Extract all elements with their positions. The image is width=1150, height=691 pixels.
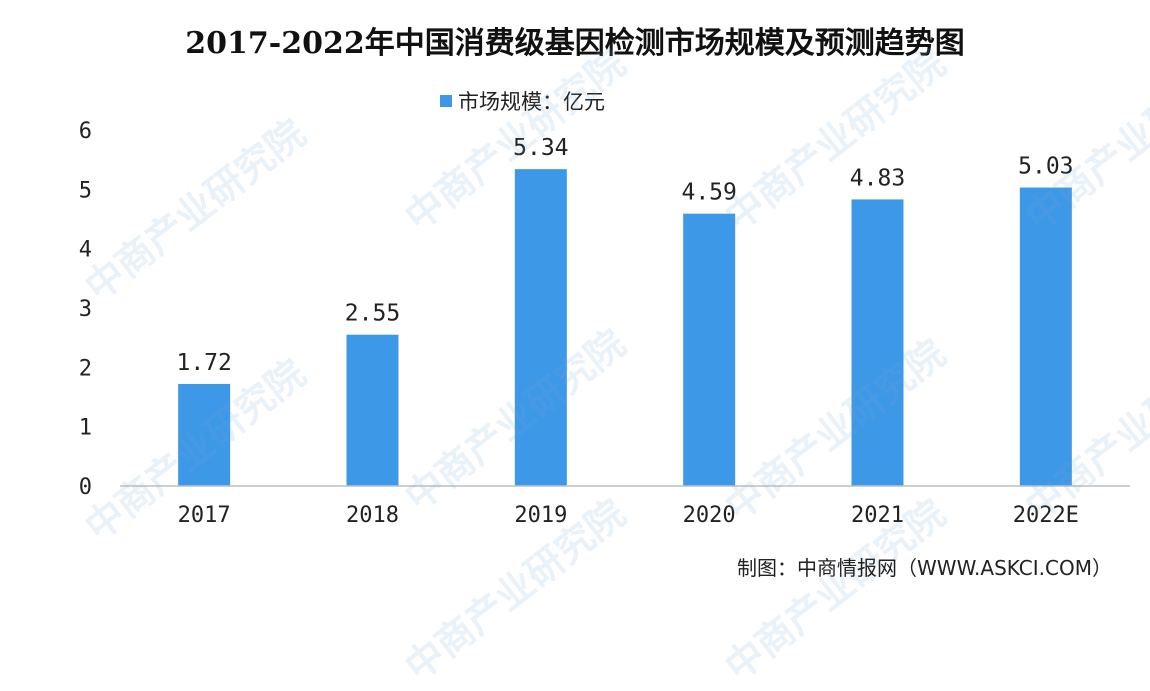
- y-axis: 0 1 2 3 4 5 6: [79, 119, 92, 500]
- bar-2022E: [1019, 187, 1072, 486]
- chart-legend: 市场规模：亿元: [440, 86, 605, 116]
- value-label: 4.83: [850, 165, 905, 191]
- bar-2017: [178, 383, 231, 486]
- value-label: 4.59: [681, 180, 736, 206]
- value-label: 5.03: [1018, 154, 1073, 180]
- y-tick-label: 5: [79, 178, 92, 203]
- x-tick-label: 2020: [683, 503, 736, 528]
- bar-2021: [851, 199, 904, 487]
- chart-title: 2017-2022年中国消费级基因检测市场规模及预测趋势图: [185, 26, 965, 61]
- chart-canvas: 2017-2022年中国消费级基因检测市场规模及预测趋势图 市场规模：亿元 0 1…: [77, 26, 1150, 689]
- x-tick-label: 2019: [514, 503, 567, 528]
- value-labels: 1.72 2.55 5.34 4.59 4.83 5.03: [176, 135, 1073, 376]
- y-tick-label: 4: [79, 238, 92, 263]
- bar-2020: [683, 213, 736, 486]
- value-label: 2.55: [345, 301, 400, 327]
- bar-2019: [514, 169, 567, 486]
- x-tick-label: 2021: [851, 503, 904, 528]
- x-tick-label: 2022E: [1013, 503, 1079, 528]
- value-label: 5.34: [513, 135, 568, 161]
- y-tick-label: 6: [79, 119, 92, 144]
- y-tick-label: 3: [79, 297, 92, 322]
- bar-2018: [346, 334, 399, 486]
- source-credit: 制图：中商情报网（WWW.ASKCI.COM）: [737, 556, 1112, 580]
- y-tick-label: 0: [79, 475, 92, 500]
- value-label: 1.72: [176, 350, 231, 376]
- x-tick-label: 2017: [178, 503, 231, 528]
- x-tick-label: 2018: [346, 503, 399, 528]
- legend-label: 市场规模：亿元: [458, 90, 605, 114]
- y-tick-label: 1: [79, 416, 92, 441]
- x-axis: 2017 2018 2019 2020 2021 2022E: [120, 485, 1130, 528]
- y-tick-label: 2: [79, 356, 92, 381]
- bars: [178, 169, 1072, 487]
- legend-swatch: [440, 95, 452, 107]
